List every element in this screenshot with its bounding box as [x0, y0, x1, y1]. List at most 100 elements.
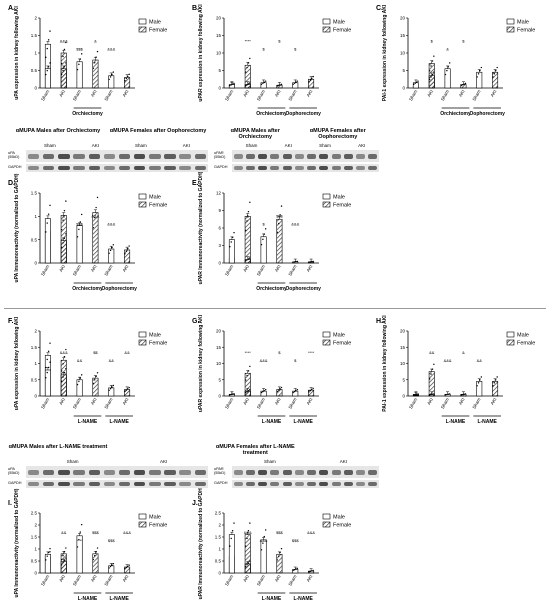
y-tick-label: 0 [218, 394, 221, 399]
data-point [262, 82, 264, 84]
blot-band [149, 153, 161, 159]
data-point [431, 393, 434, 395]
data-point [46, 222, 48, 224]
data-point [260, 549, 263, 551]
blot-target-strip [232, 150, 379, 162]
blot-title-left: αMUPA Females after L-NAME treatment [215, 444, 295, 456]
data-point [493, 73, 496, 75]
blot-band [43, 153, 55, 159]
data-point [447, 393, 449, 395]
data-point [246, 66, 248, 69]
bar-female [60, 553, 67, 574]
data-point [127, 75, 129, 78]
y-tick-label: 1 [218, 547, 221, 552]
data-point [78, 228, 80, 231]
data-point [62, 55, 64, 58]
blot-band [43, 166, 55, 170]
data-point [111, 73, 113, 76]
data-point [278, 222, 280, 225]
significance-annotation: $$ [93, 350, 98, 355]
data-point [125, 77, 128, 80]
data-point [92, 558, 95, 561]
blot-band [88, 482, 100, 486]
y-tick-label: 0.5 [31, 559, 38, 564]
bar-female [492, 381, 499, 397]
group-label: Orchiectomy [72, 111, 103, 117]
blot-lane-label: AKI [182, 143, 190, 148]
bar-female [308, 78, 315, 89]
y-tick-label: 10 [216, 361, 222, 366]
blot-band [27, 469, 40, 475]
data-point [417, 393, 419, 395]
bar-male [292, 82, 299, 89]
legend-label-male: Male [333, 195, 345, 201]
y-tick-label: 20 [400, 16, 406, 21]
data-point [428, 394, 431, 396]
blot-band [88, 469, 100, 475]
data-point [230, 241, 232, 243]
group-label: Orchiectomy [72, 286, 103, 292]
x-tick-label: AKI [426, 89, 434, 98]
data-point [62, 555, 64, 557]
group-label: Oophorectomy [285, 286, 321, 292]
bar-male [228, 239, 235, 264]
data-point [96, 372, 99, 374]
x-tick-label: Sham [103, 89, 113, 102]
y-tick-label: 15 [400, 33, 406, 38]
data-point [431, 73, 434, 76]
significance-annotation: **** [245, 350, 252, 355]
blot-band [233, 469, 243, 475]
data-point [62, 219, 64, 221]
data-point [60, 62, 63, 65]
blot-band [307, 469, 317, 475]
data-point [79, 58, 81, 60]
data-point [492, 385, 494, 387]
data-point [279, 214, 281, 216]
data-point [230, 393, 232, 396]
x-tick-label: AKI [121, 397, 129, 406]
data-point [415, 394, 418, 396]
significance-annotation: & [446, 47, 449, 52]
data-point [233, 393, 235, 395]
data-point [263, 81, 265, 83]
blot-band [194, 482, 206, 486]
y-tick-label: 20 [216, 16, 222, 21]
data-point [293, 390, 296, 393]
data-point [414, 82, 416, 84]
x-tick-label: Sham [287, 264, 297, 277]
data-point [279, 84, 281, 86]
blot-band [307, 153, 317, 159]
data-point [249, 57, 251, 60]
x-tick-label: AKI [458, 89, 466, 98]
significance-annotation: $$$ [108, 538, 115, 543]
bar-female [124, 77, 131, 89]
data-point [463, 393, 465, 395]
chart-panel-h: PAI-1 expression in kidney following AKI… [382, 315, 535, 425]
data-point [430, 65, 432, 67]
blot-band [179, 153, 191, 159]
blot-band [270, 166, 280, 170]
blot-band [194, 469, 206, 475]
data-point [417, 80, 419, 82]
data-point [460, 394, 463, 396]
data-point [433, 55, 435, 57]
blot-gapdh-strip [26, 164, 208, 172]
data-point [79, 531, 81, 533]
data-point [112, 71, 115, 73]
blot-band [368, 153, 378, 159]
blot-band [270, 469, 280, 475]
data-point [80, 213, 83, 216]
group-label: L-NAME [446, 419, 466, 425]
legend-swatch-male [322, 18, 331, 25]
data-point [244, 84, 247, 87]
data-point [496, 66, 498, 69]
blot-band [73, 469, 85, 475]
data-point [229, 394, 231, 396]
y-tick-label: 10 [400, 361, 406, 366]
blot-lane-label: AKI [91, 143, 99, 148]
data-point [444, 394, 447, 396]
data-point [415, 81, 418, 83]
x-tick-label: Sham [287, 89, 297, 102]
panel-label-f: F. [8, 318, 14, 325]
data-point [65, 200, 67, 202]
